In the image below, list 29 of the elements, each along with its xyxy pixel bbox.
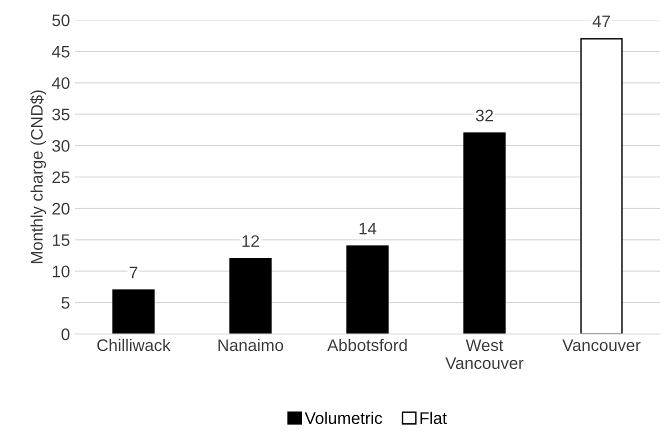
y-tick-label: 45 (52, 46, 70, 58)
data-label: 32 (476, 110, 493, 122)
y-tick-label: 25 (52, 171, 70, 184)
y-tick-label: 40 (52, 77, 70, 90)
x-tick-label: Vancouver (562, 339, 640, 352)
data-label: 14 (360, 222, 376, 234)
y-tick-label: 5 (62, 297, 70, 309)
y-axis-title: Monthly charge (CND$) (30, 90, 46, 264)
y-tick-label: 15 (52, 234, 70, 246)
bar (463, 132, 506, 334)
x-tick-label: West Vancouver (445, 339, 524, 370)
y-tick-label: 0 (62, 328, 70, 340)
data-label: 7 (130, 266, 138, 278)
y-tick-label: 10 (52, 266, 70, 278)
y-tick-label: 30 (52, 140, 70, 152)
bar (580, 38, 623, 334)
x-tick-label: Chilliwack (97, 338, 171, 352)
bar (229, 258, 272, 334)
legend-label: Flat (420, 412, 447, 424)
legend-label: Volumetric (304, 412, 382, 424)
x-tick-label: Abbotsford (327, 338, 407, 352)
bar (112, 289, 155, 334)
y-tick-label: 35 (52, 108, 70, 120)
y-tick-label: 20 (52, 202, 70, 215)
data-label: 12 (242, 235, 259, 247)
x-tick-label: Nanaimo (218, 338, 284, 352)
y-tick-label: 50 (52, 14, 70, 26)
bar (346, 245, 389, 334)
data-label: 47 (592, 16, 610, 28)
